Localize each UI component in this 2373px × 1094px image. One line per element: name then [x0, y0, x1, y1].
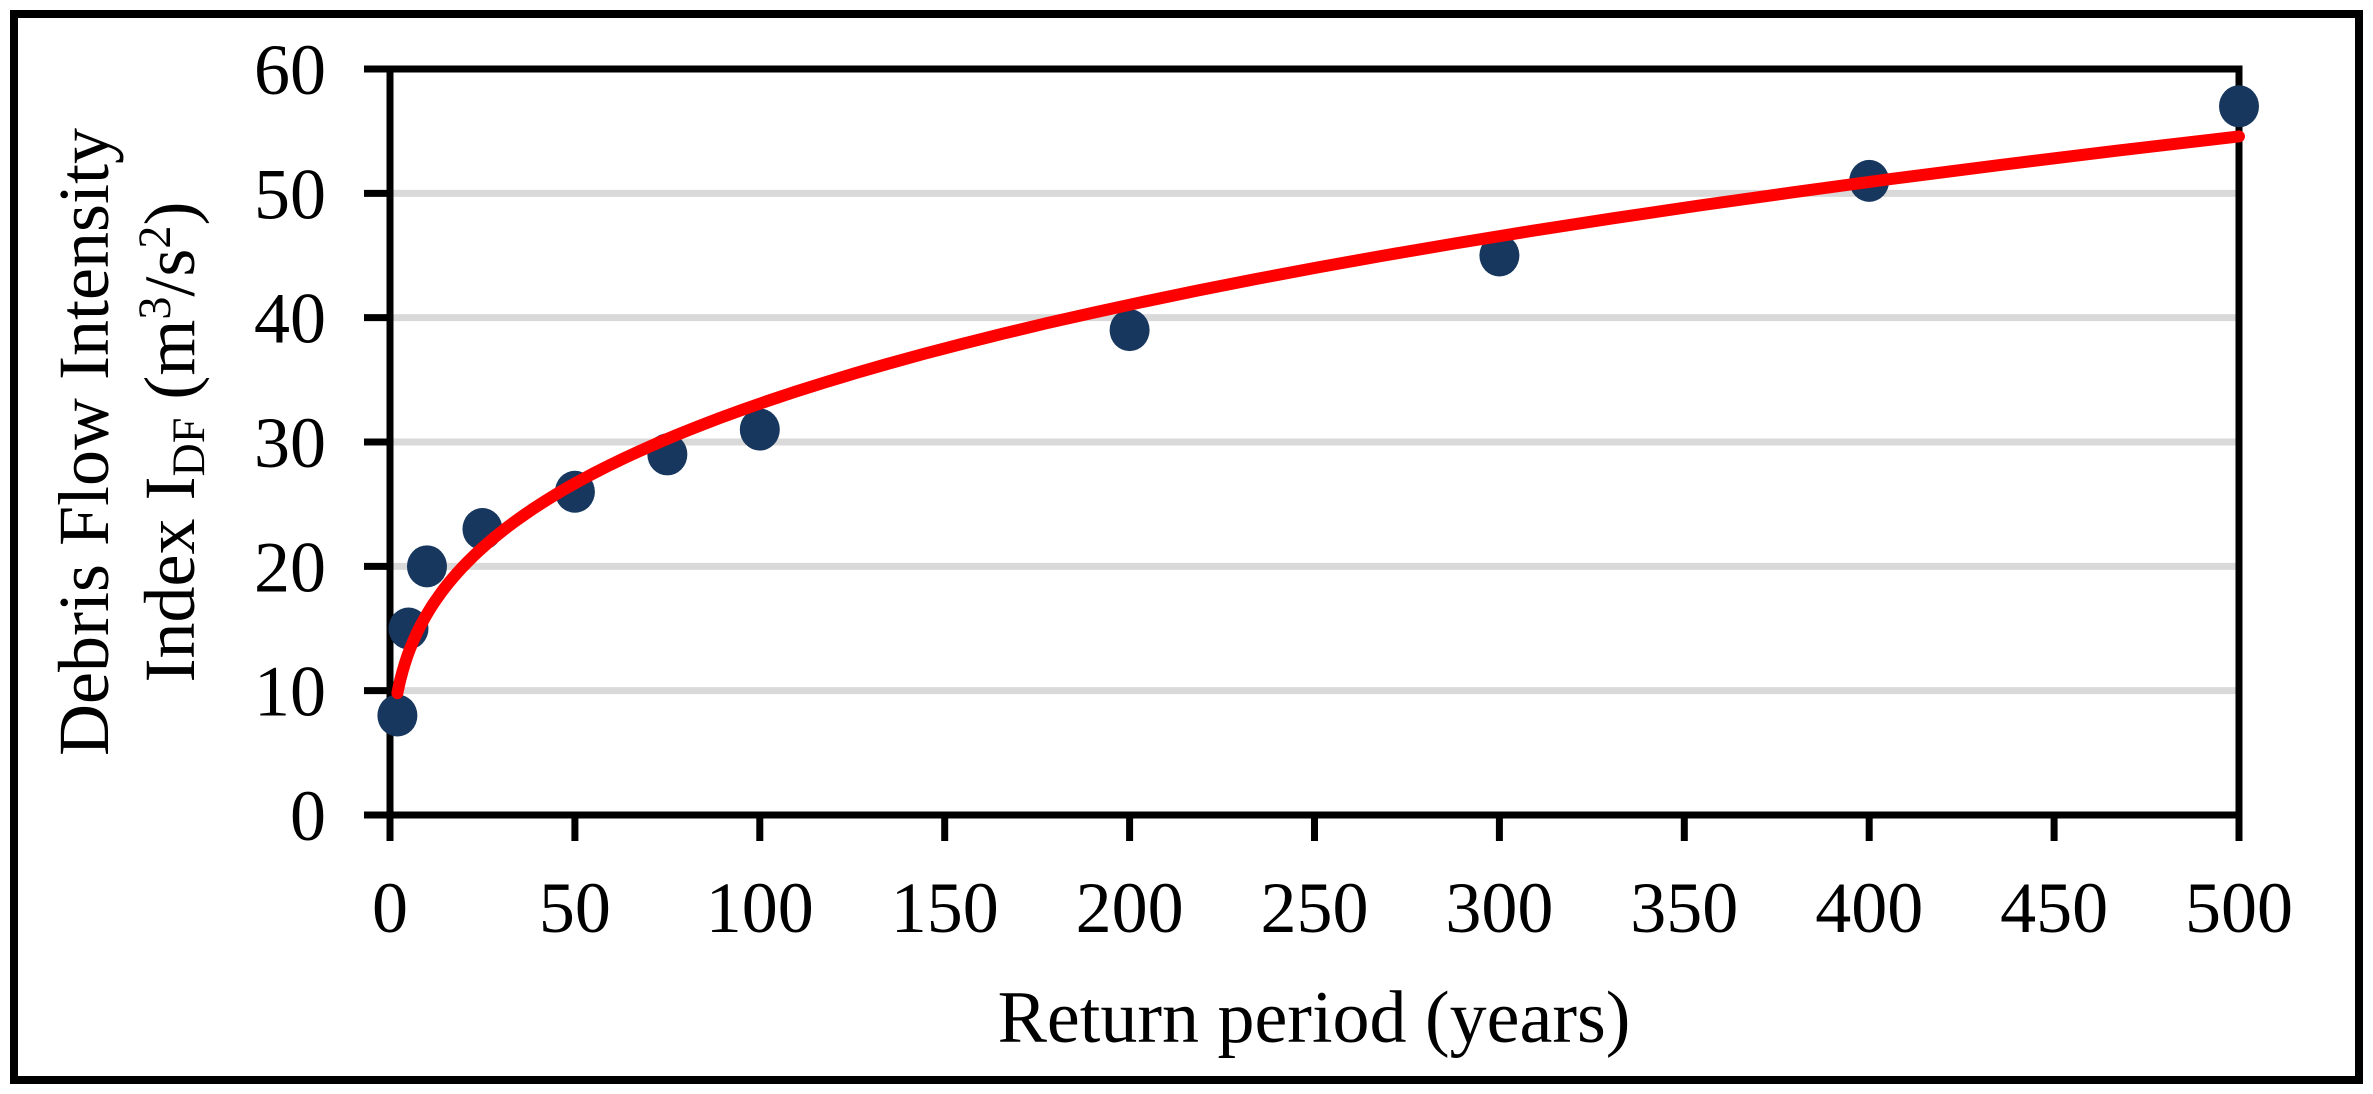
x-tick-label-300: 300	[1445, 868, 1553, 948]
x-axis-title: Return period (years)	[997, 977, 1631, 1059]
trendline-curve	[391, 130, 2245, 700]
y-axis-title-line2: Index IDF (m3/s2)	[127, 128, 215, 756]
y-tick-label-20: 20	[254, 527, 326, 607]
data-point-10	[406, 545, 447, 588]
x-tick-label-350: 350	[1630, 868, 1738, 948]
data-point-2	[377, 694, 418, 737]
y-axis-title-line2-text2: (m	[130, 319, 210, 418]
y-axis-title-superscript-s2: 2	[129, 225, 181, 249]
x-tick-label-200: 200	[1076, 868, 1184, 948]
y-tick-label-0: 0	[290, 776, 326, 856]
x-tick-label-50: 50	[539, 868, 611, 948]
y-axis-title-line1: Debris Flow Intensity	[44, 128, 124, 756]
x-tick-label-250: 250	[1261, 868, 1369, 948]
y-tick-label-50: 50	[254, 154, 326, 234]
y-axis-title-superscript-m3: 3	[129, 296, 181, 320]
y-tick-label-10: 10	[254, 652, 326, 732]
x-tick-label-150: 150	[891, 868, 999, 948]
y-axis-title-subscript-df: DF	[163, 417, 215, 477]
data-point-300	[1479, 234, 1520, 277]
x-tick-label-400: 400	[1815, 868, 1923, 948]
data-point-100	[739, 408, 780, 451]
y-tick-label-30: 30	[254, 403, 326, 483]
y-axis-title: Debris Flow Intensity Index IDF (m3/s2)	[41, 128, 215, 756]
data-point-500	[2219, 85, 2259, 128]
x-tick-label-0: 0	[372, 868, 408, 948]
y-tick-label-60: 60	[254, 30, 326, 110]
x-tick-label-500: 500	[2185, 868, 2293, 948]
data-point-200	[1109, 309, 1150, 352]
y-tick-label-40: 40	[254, 279, 326, 359]
y-axis-title-line2-text: Index I	[130, 476, 210, 683]
x-tick-label-450: 450	[2000, 868, 2108, 948]
x-tick-label-100: 100	[706, 868, 814, 948]
y-axis-title-line2-text3: /s	[130, 248, 210, 297]
y-axis-title-line2-text4: )	[130, 201, 210, 226]
